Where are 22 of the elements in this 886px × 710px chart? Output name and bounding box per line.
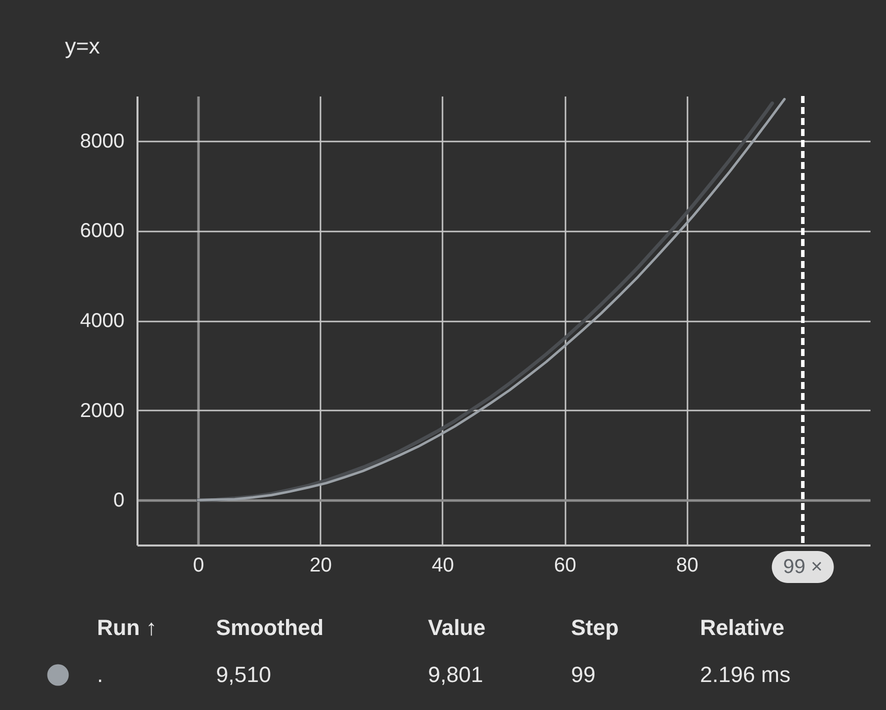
ref-line-label: 99 × [783, 556, 823, 578]
y-tick-label: 4000 [80, 310, 124, 332]
text: Relative [700, 615, 784, 640]
text: Run ↑ [97, 615, 157, 640]
y-tick-label: 2000 [80, 400, 124, 422]
y-tick-label: 6000 [80, 220, 124, 242]
x-tick-label: 80 [676, 554, 698, 576]
text: 9,801 [428, 662, 484, 687]
y-tick-label: 0 [113, 490, 124, 512]
text: 99 [571, 662, 596, 687]
text: Value [428, 615, 486, 640]
x-tick-label: 60 [554, 554, 576, 576]
chart-title: y=x [65, 33, 100, 58]
text: 9,510 [216, 662, 272, 687]
y-tick-label: 8000 [80, 130, 124, 152]
legend-label: . [97, 662, 104, 687]
x-tick-label: 0 [193, 554, 204, 576]
x-tick-label: 40 [432, 554, 454, 576]
text: Step [571, 615, 619, 640]
x-tick-label: 20 [310, 554, 332, 576]
text: 2.196 ms [700, 662, 790, 687]
text: Smoothed [216, 615, 324, 640]
